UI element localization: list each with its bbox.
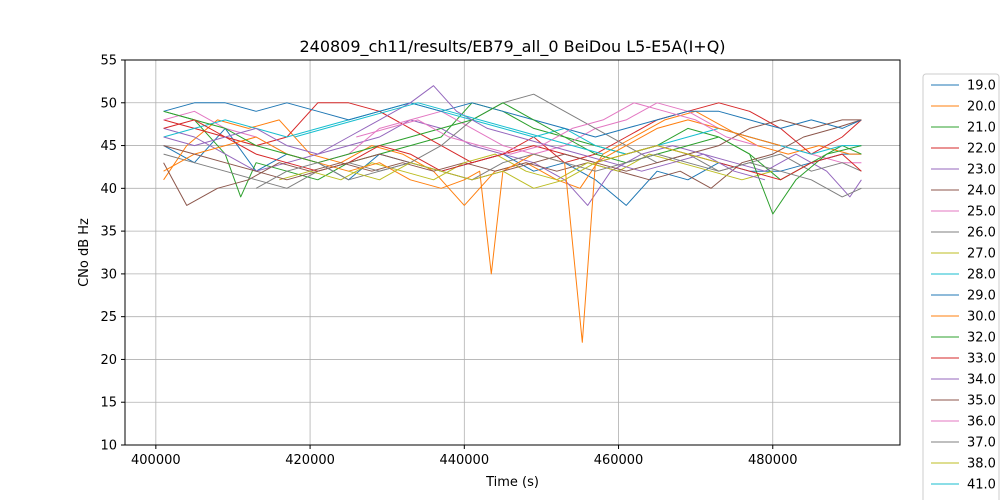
- y-tick-label: 40: [100, 182, 117, 197]
- y-axis-label: CNo dB Hz: [77, 218, 92, 287]
- series-line-34-0: [163, 85, 766, 181]
- chart-title: 240809_ch11/results/EB79_all_0 BeiDou L5…: [299, 37, 725, 57]
- series-line-27-0: [279, 153, 773, 181]
- legend-entry: 36.0: [967, 415, 996, 430]
- y-tick-label: 55: [100, 54, 117, 69]
- y-tick-label: 30: [100, 267, 117, 282]
- plot-area: [124, 59, 901, 446]
- x-tick-label: 440000: [439, 453, 489, 468]
- y-tick-label: 20: [100, 353, 117, 368]
- series-line-35-0: [163, 119, 862, 181]
- legend-entry: 32.0: [967, 331, 996, 346]
- plot-frame: [124, 59, 901, 446]
- x-tick-label: 400000: [131, 453, 181, 468]
- legend-entry: 35.0: [967, 394, 996, 409]
- y-tick-label: 35: [100, 225, 117, 240]
- legend-entry: 37.0: [967, 436, 996, 451]
- series-line-26-0: [163, 93, 862, 189]
- y-tick-label: 10: [100, 439, 117, 454]
- legend-entry: 19.0: [967, 79, 996, 94]
- legend-entry: 27.0: [967, 247, 996, 262]
- series-line-37-0: [255, 153, 862, 198]
- y-tick-label: 15: [100, 396, 117, 411]
- legend-entry: 34.0: [967, 373, 996, 388]
- series-lines: [163, 85, 862, 343]
- series-line-30-0: [163, 119, 781, 343]
- y-axis-ticks: 10 15 20 25 30 35 40 45 50 55: [100, 54, 125, 454]
- legend-entry: 24.0: [967, 184, 996, 199]
- x-tick-label: 460000: [594, 453, 644, 468]
- legend-entry: 21.0: [967, 121, 996, 136]
- legend-entry: 23.0: [967, 163, 996, 178]
- x-tick-label: 420000: [285, 453, 335, 468]
- legend-entry: 26.0: [967, 226, 996, 241]
- legend-entry: 33.0: [967, 352, 996, 367]
- series-line-41-0: [294, 102, 604, 155]
- y-tick-label: 25: [100, 310, 117, 325]
- legend-entry: 22.0: [967, 142, 996, 157]
- y-tick-label: 45: [100, 139, 117, 154]
- series-line-38-0: [348, 145, 719, 189]
- legend-entry: 30.0: [967, 310, 996, 325]
- x-tick-label: 480000: [748, 453, 798, 468]
- legend-entry: 41.0: [967, 478, 996, 493]
- series-line-29-0: [163, 102, 862, 138]
- series-line-33-0: [163, 119, 862, 181]
- plot-background: [125, 60, 900, 445]
- series-line-22-0: [163, 102, 862, 164]
- x-axis-label: Time (s): [485, 475, 539, 490]
- legend: 19.0 20.0 21.0 22.0 23.0 24.0 25.0 26.0 27.0 28.0…: [922, 73, 1000, 500]
- y-tick-label: 50: [100, 96, 117, 111]
- legend-entry: 29.0: [967, 289, 996, 304]
- legend-entry: 38.0: [967, 457, 996, 472]
- series-line-36-0: [356, 102, 758, 155]
- legend-box: [922, 73, 1000, 500]
- legend-entry: 25.0: [967, 205, 996, 220]
- x-axis-ticks: 400000 420000 440000 460000 480000: [131, 445, 798, 468]
- legend-entry: 28.0: [967, 268, 996, 283]
- legend-entry: 20.0: [967, 100, 996, 115]
